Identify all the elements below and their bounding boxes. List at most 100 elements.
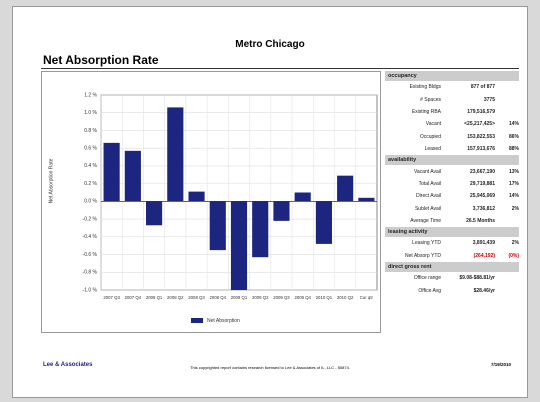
table-cell: 157,913,676 — [467, 146, 495, 153]
report-subtitle: Net Absorption Rate — [43, 53, 159, 67]
table-cell: 179,516,579 — [467, 108, 495, 115]
table-cell: $28.46/yr — [473, 287, 495, 294]
table-row: Net Absorp YTD (264,192) (0%) — [385, 250, 519, 262]
table-cell: 25,945,069 — [469, 193, 495, 200]
table-cell: 14% — [508, 193, 519, 200]
chart: Net Absorption Rate -1.0 % -0.8 % -0.6 % -0… — [41, 71, 381, 333]
x-tick-label: 2007 Q3 — [103, 295, 120, 300]
x-tick-label: 2009 Q2 — [252, 295, 269, 300]
table-cell: 153,822,553 — [467, 133, 495, 140]
table-row: Existing RBA 179,516,579 — [385, 106, 519, 118]
table-row: Direct Avail 25,945,069 14% — [385, 190, 519, 202]
bar — [294, 192, 311, 202]
section-header: occupancy — [385, 71, 519, 81]
table-cell: 877 of 877 — [470, 84, 495, 91]
bar — [209, 201, 226, 251]
x-tick-label: 2008 Q2 — [167, 295, 184, 300]
legend-swatch — [191, 318, 203, 323]
report-page: Metro Chicago Net Absorption Rate Net Ab… — [12, 6, 528, 398]
table-cell: Vacant Avail — [413, 168, 441, 175]
table-cell: Existing Bldgs — [409, 84, 441, 91]
bar — [146, 201, 163, 226]
table-row: Leasing YTD 3,891,439 2% — [385, 237, 519, 249]
table-cell: Vacant — [425, 121, 441, 128]
y-tick-label: -0.6 % — [83, 252, 98, 258]
x-tick-label: 2008 Q1 — [146, 295, 163, 300]
table-row: Sublet Avail 3,736,812 2% — [385, 203, 519, 215]
table-row: Existing Bldgs 877 of 877 — [385, 81, 519, 93]
logo: Lee & Associates — [43, 362, 93, 368]
table-cell: Office range — [413, 275, 441, 282]
table-cell: Existing RBA — [411, 108, 441, 115]
bar — [252, 201, 269, 258]
table-cell: Leased — [424, 146, 441, 153]
table-cell: 3,891,439 — [472, 240, 495, 247]
bar — [103, 142, 120, 202]
x-tick-label: 2009 Q3 — [273, 295, 290, 300]
table-cell: Office Avg — [418, 287, 441, 294]
table-cell: 23,667,190 — [469, 168, 495, 175]
table-cell: 13% — [508, 168, 519, 175]
x-tick-label: 2009 Q4 — [294, 295, 311, 300]
table-row: Total Avail 29,719,881 17% — [385, 178, 519, 190]
y-tick-label: -1.0 % — [83, 287, 98, 293]
table-cell: 26.5 Months — [466, 218, 495, 225]
x-tick-label: 2010 Q1 — [316, 295, 333, 300]
table-cell: # Spaces — [420, 96, 441, 103]
table-cell: 2% — [511, 240, 519, 247]
y-tick-label: 0.4 % — [84, 163, 97, 169]
report-date: 7/19/2010 — [490, 362, 511, 367]
copyright-notice: This copyrighted report contains researc… — [190, 365, 350, 370]
table-cell: <25,217,425> — [464, 121, 495, 128]
table-cell: 2% — [511, 205, 519, 212]
y-tick-label: 0.2 % — [84, 181, 97, 187]
table-cell: 14% — [508, 121, 519, 128]
x-tick-label: Cur qtr — [360, 295, 374, 300]
title-rule — [41, 68, 519, 69]
table-cell: (264,192) — [473, 252, 495, 259]
table-row: Occupied 153,822,553 86% — [385, 131, 519, 143]
bar — [315, 201, 332, 244]
table-cell: Direct Avail — [416, 193, 441, 200]
y-tick-label: -0.2 % — [83, 216, 98, 222]
bar — [337, 175, 354, 202]
y-tick-label: 1.0 % — [84, 110, 97, 116]
x-tick-label: 2008 Q3 — [188, 295, 205, 300]
section-header: leasing activity — [385, 227, 519, 238]
x-tick-label: 2007 Q4 — [125, 295, 142, 300]
stats-table: occupancy Existing Bldgs 877 of 877 # Space… — [385, 71, 519, 297]
x-tick-label: 2010 Q2 — [337, 295, 354, 300]
table-row: Vacant Avail 23,667,190 13% — [385, 165, 519, 177]
bar — [124, 150, 141, 202]
bar — [358, 197, 375, 202]
table-cell: Leasing YTD — [412, 240, 441, 247]
legend-label: Net Absorption — [207, 318, 240, 324]
table-cell: $9.08-$88.81/yr — [459, 275, 495, 282]
table-row: Vacant <25,217,425> 14% — [385, 118, 519, 130]
table-cell: 86% — [508, 133, 519, 140]
table-row: Average Time 26.5 Months — [385, 215, 519, 227]
section-header: direct gross rent — [385, 262, 519, 273]
table-cell: 88% — [508, 146, 519, 153]
x-tick-label: 2008 Q4 — [210, 295, 227, 300]
table-cell: Total Avail — [418, 180, 441, 187]
bar — [167, 107, 184, 202]
table-cell: 3,736,812 — [472, 205, 495, 212]
table-cell: 17% — [508, 180, 519, 187]
x-tick-label: 2009 Q1 — [231, 295, 248, 300]
table-cell: Average Time — [410, 218, 441, 225]
table-row: Office Avg $28.46/yr — [385, 284, 519, 296]
report-title: Metro Chicago — [235, 39, 305, 50]
y-tick-label: 1.2 % — [84, 92, 97, 98]
bar — [273, 201, 290, 221]
bar — [230, 201, 248, 290]
y-axis-label: Net Absorption Rate — [48, 158, 54, 203]
table-row: # Spaces 3775 — [385, 93, 519, 105]
y-tick-label: 0.0 % — [84, 199, 97, 205]
table-row: Leased 157,913,676 88% — [385, 143, 519, 155]
section-header: availability — [385, 155, 519, 166]
table-cell: (0%) — [508, 252, 519, 259]
table-cell: 3775 — [483, 96, 495, 103]
y-tick-label: -0.8 % — [83, 270, 98, 276]
